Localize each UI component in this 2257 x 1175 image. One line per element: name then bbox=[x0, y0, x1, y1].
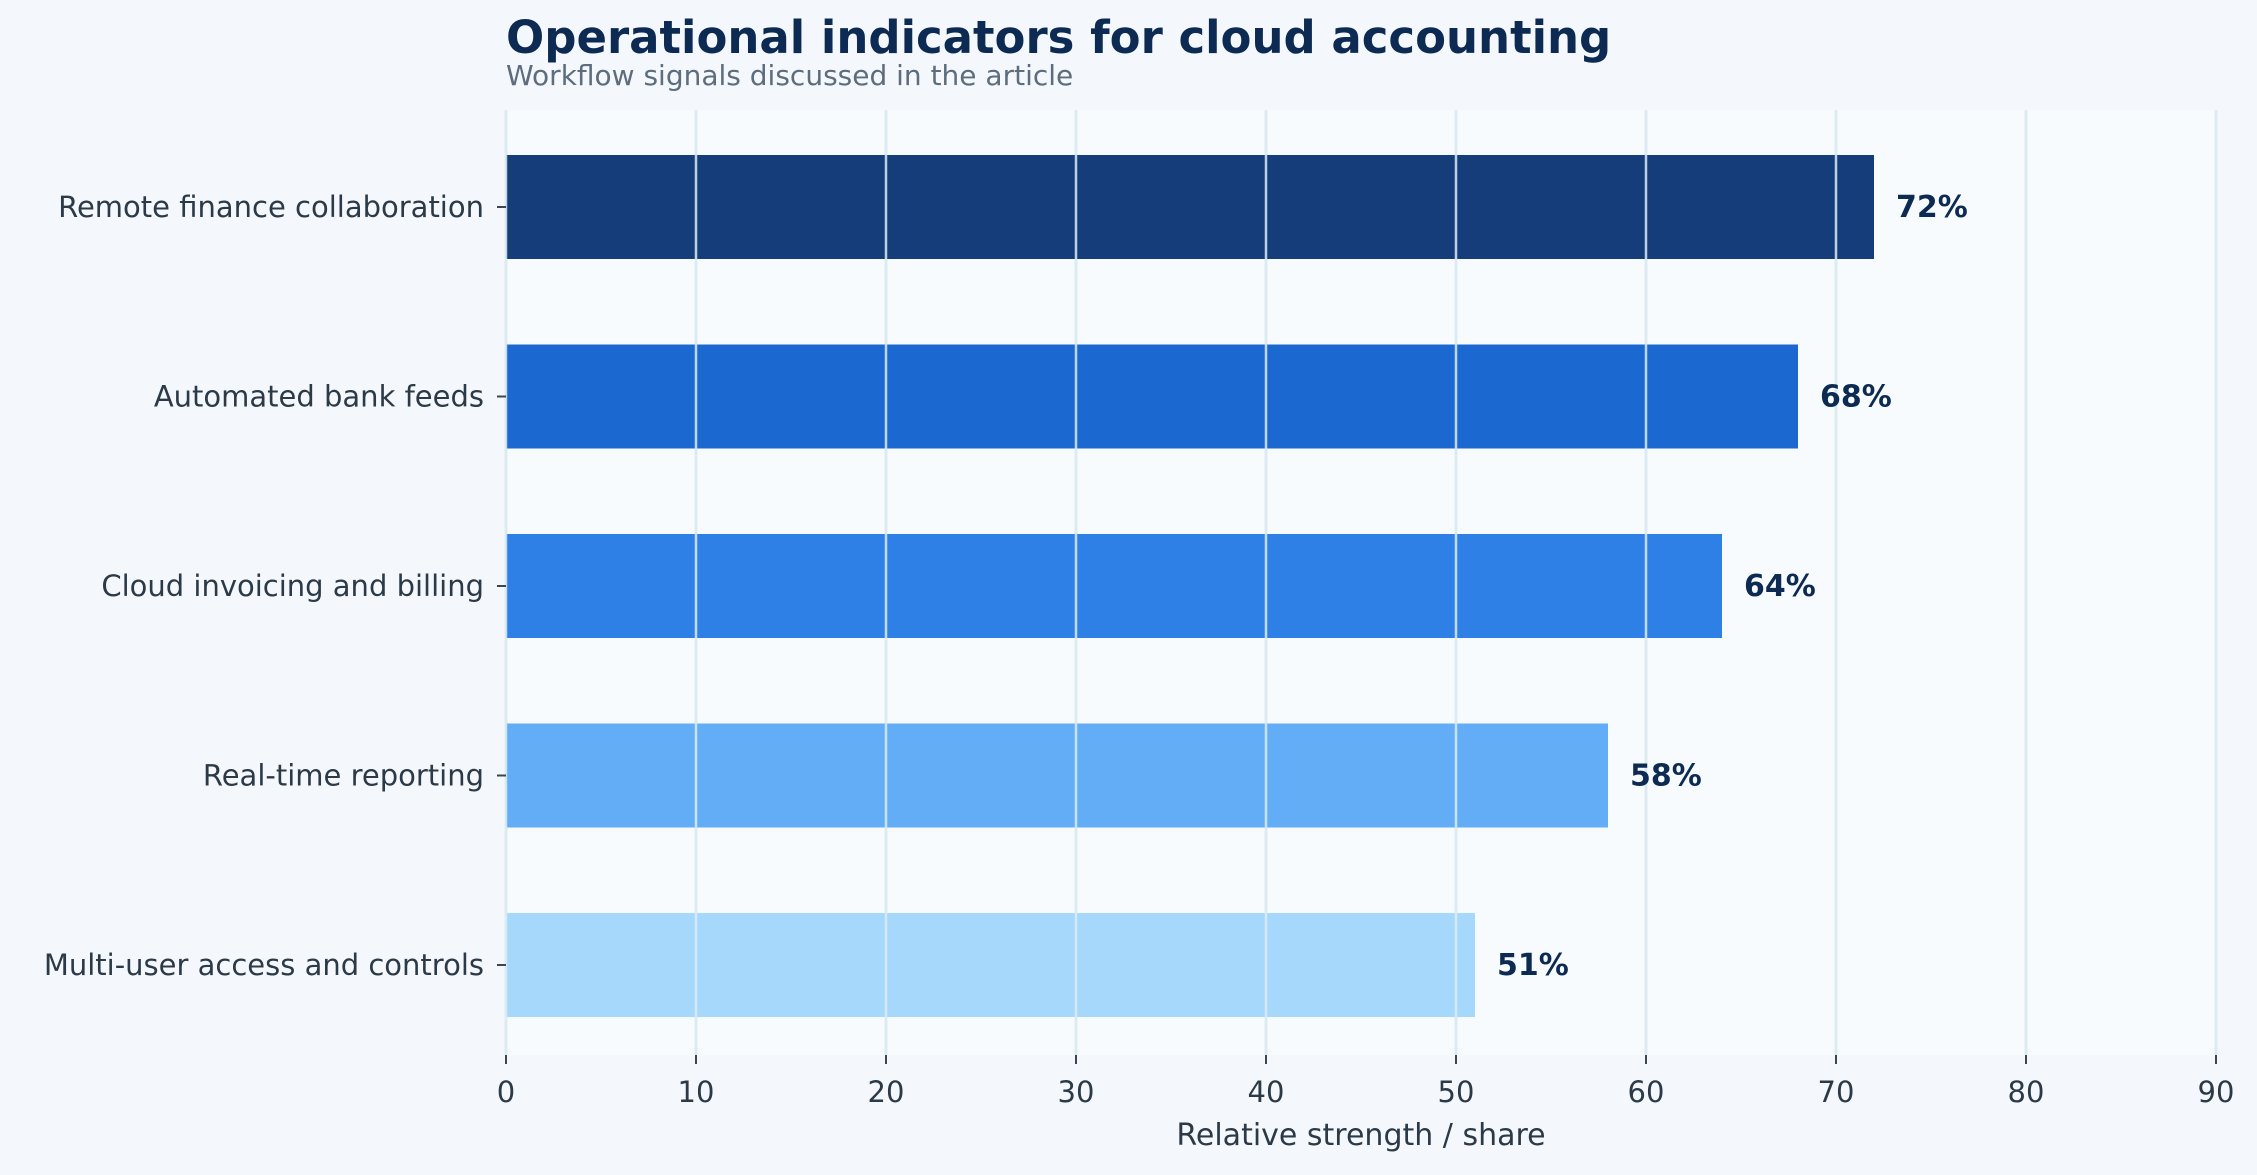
bar-value-label: 72% bbox=[1896, 190, 1968, 225]
y-tick-label: Automated bank feeds bbox=[154, 380, 484, 414]
x-tick-label: 30 bbox=[1058, 1075, 1095, 1109]
x-axis-label: Relative strength / share bbox=[1176, 1118, 1545, 1153]
y-tick-label: Real-time reporting bbox=[203, 759, 484, 793]
x-tick-label: 20 bbox=[868, 1075, 905, 1109]
x-tick-label: 40 bbox=[1248, 1075, 1285, 1109]
bar-value-label: 64% bbox=[1744, 569, 1816, 604]
value-labels: 72% 68% 64% 58% 51% bbox=[1497, 190, 1968, 983]
bar-value-label: 51% bbox=[1497, 948, 1569, 983]
y-tick-label: Remote finance collaboration bbox=[58, 190, 484, 224]
bar-value-label: 58% bbox=[1630, 759, 1702, 794]
y-axis-ticks: Remote finance collaboration Automated ba… bbox=[44, 190, 506, 982]
chart-subtitle: Workflow signals discussed in the articl… bbox=[506, 59, 1073, 92]
gridlines-over-bars bbox=[504, 110, 2218, 1055]
bar bbox=[506, 155, 1874, 259]
x-tick-label: 80 bbox=[2008, 1075, 2045, 1109]
y-tick-label: Multi-user access and controls bbox=[44, 948, 484, 982]
x-tick-label: 10 bbox=[678, 1075, 715, 1109]
bar bbox=[506, 723, 1608, 828]
x-tick-label: 50 bbox=[1438, 1075, 1475, 1109]
x-axis-ticks: 0 10 20 30 40 50 60 70 80 90 bbox=[497, 1055, 2235, 1109]
x-tick-label: 60 bbox=[1628, 1075, 1665, 1109]
bar bbox=[506, 913, 1475, 1017]
bar-value-label: 68% bbox=[1820, 380, 1892, 415]
x-tick-label: 0 bbox=[497, 1075, 515, 1109]
y-tick-label: Cloud invoicing and billing bbox=[101, 569, 484, 603]
x-tick-label: 90 bbox=[2198, 1075, 2235, 1109]
bar bbox=[506, 344, 1798, 449]
chart-title: Operational indicators for cloud account… bbox=[506, 11, 1611, 64]
x-tick-label: 70 bbox=[1818, 1075, 1855, 1109]
bars bbox=[506, 155, 1874, 1017]
bar bbox=[506, 534, 1722, 638]
